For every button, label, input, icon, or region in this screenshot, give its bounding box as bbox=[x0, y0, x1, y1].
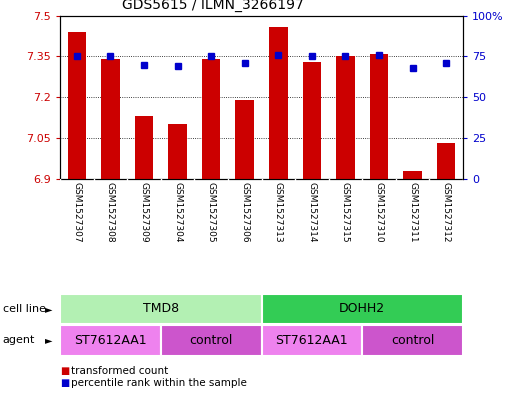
Text: GSM1527311: GSM1527311 bbox=[408, 182, 417, 243]
Text: GSM1527305: GSM1527305 bbox=[207, 182, 215, 243]
Text: GSM1527313: GSM1527313 bbox=[274, 182, 283, 243]
Bar bbox=[262, 325, 362, 356]
Text: GSM1527304: GSM1527304 bbox=[173, 182, 182, 243]
Bar bbox=[135, 116, 153, 179]
Bar bbox=[262, 294, 463, 324]
Bar bbox=[362, 325, 463, 356]
Text: GSM1527314: GSM1527314 bbox=[308, 182, 316, 243]
Text: agent: agent bbox=[3, 335, 35, 345]
Text: DOHH2: DOHH2 bbox=[339, 302, 385, 316]
Text: percentile rank within the sample: percentile rank within the sample bbox=[71, 378, 246, 388]
Text: ■: ■ bbox=[60, 366, 70, 376]
Text: transformed count: transformed count bbox=[71, 366, 168, 376]
Bar bbox=[370, 54, 388, 179]
Bar bbox=[403, 171, 422, 179]
Text: GSM1527308: GSM1527308 bbox=[106, 182, 115, 243]
Bar bbox=[168, 125, 187, 179]
Bar bbox=[269, 27, 288, 179]
Text: GSM1527307: GSM1527307 bbox=[72, 182, 82, 243]
Text: cell line: cell line bbox=[3, 304, 46, 314]
Bar bbox=[101, 59, 120, 179]
Text: GSM1527309: GSM1527309 bbox=[140, 182, 149, 243]
Bar bbox=[437, 143, 456, 179]
Bar bbox=[336, 57, 355, 179]
Text: control: control bbox=[391, 334, 434, 347]
Bar bbox=[303, 62, 321, 179]
Text: control: control bbox=[189, 334, 233, 347]
Text: ►: ► bbox=[45, 304, 52, 314]
Text: ►: ► bbox=[45, 335, 52, 345]
Bar bbox=[202, 59, 220, 179]
Bar bbox=[67, 32, 86, 179]
Text: TMD8: TMD8 bbox=[143, 302, 179, 316]
Text: ■: ■ bbox=[60, 378, 70, 388]
Bar bbox=[60, 294, 262, 324]
Title: GDS5615 / ILMN_3266197: GDS5615 / ILMN_3266197 bbox=[122, 0, 304, 12]
Text: ST7612AA1: ST7612AA1 bbox=[276, 334, 348, 347]
Text: GSM1527310: GSM1527310 bbox=[374, 182, 383, 243]
Text: GSM1527315: GSM1527315 bbox=[341, 182, 350, 243]
Text: ST7612AA1: ST7612AA1 bbox=[74, 334, 147, 347]
Bar bbox=[235, 100, 254, 179]
Bar bbox=[161, 325, 262, 356]
Bar bbox=[60, 325, 161, 356]
Text: GSM1527306: GSM1527306 bbox=[240, 182, 249, 243]
Text: GSM1527312: GSM1527312 bbox=[441, 182, 451, 243]
